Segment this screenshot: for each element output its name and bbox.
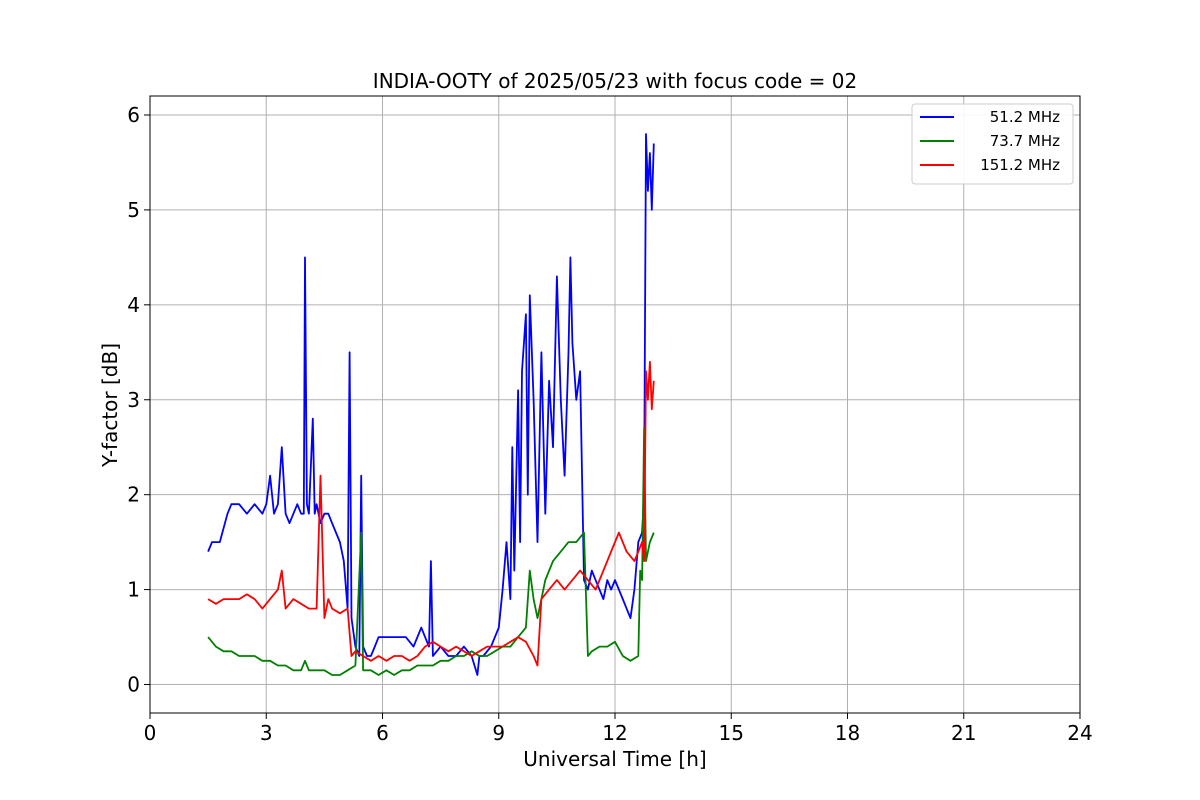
legend-label-73-7-mhz: 73.7 MHz [990, 132, 1060, 150]
y-tick-label: 6 [127, 103, 140, 127]
chart-title: INDIA-OOTY of 2025/05/23 with focus code… [373, 69, 857, 93]
series-line-151-2-mhz [207, 360, 655, 667]
x-tick-label: 3 [260, 721, 273, 745]
x-tick-label: 24 [1067, 721, 1092, 745]
x-tick-label: 18 [835, 721, 860, 745]
x-tick-label: 21 [951, 721, 976, 745]
legend-label-51-2-mhz: 51.2 MHz [990, 108, 1060, 126]
y-tick-label: 0 [127, 673, 140, 697]
y-tick-label: 1 [127, 578, 140, 602]
legend: 51.2 MHz 73.7 MHz 151.2 MHz [911, 103, 1074, 185]
series-line-73-7-mhz [207, 427, 655, 676]
x-tick-label: 0 [144, 721, 157, 745]
x-axis-label: Universal Time [h] [523, 747, 706, 771]
y-tick-label: 2 [127, 483, 140, 507]
y-tick-label: 3 [127, 388, 140, 412]
x-tick-label: 15 [719, 721, 744, 745]
y-tick-label: 5 [127, 198, 140, 222]
series-group [207, 133, 655, 676]
x-tick-label: 12 [602, 721, 627, 745]
x-tick-label: 6 [376, 721, 389, 745]
y-tick-label: 4 [127, 293, 140, 317]
legend-label-151-2-mhz: 151.2 MHz [980, 156, 1060, 174]
series-line-51-2-mhz [207, 133, 655, 676]
x-tick-label: 9 [492, 721, 505, 745]
y-axis-label: Y-factor [dB] [98, 343, 122, 468]
